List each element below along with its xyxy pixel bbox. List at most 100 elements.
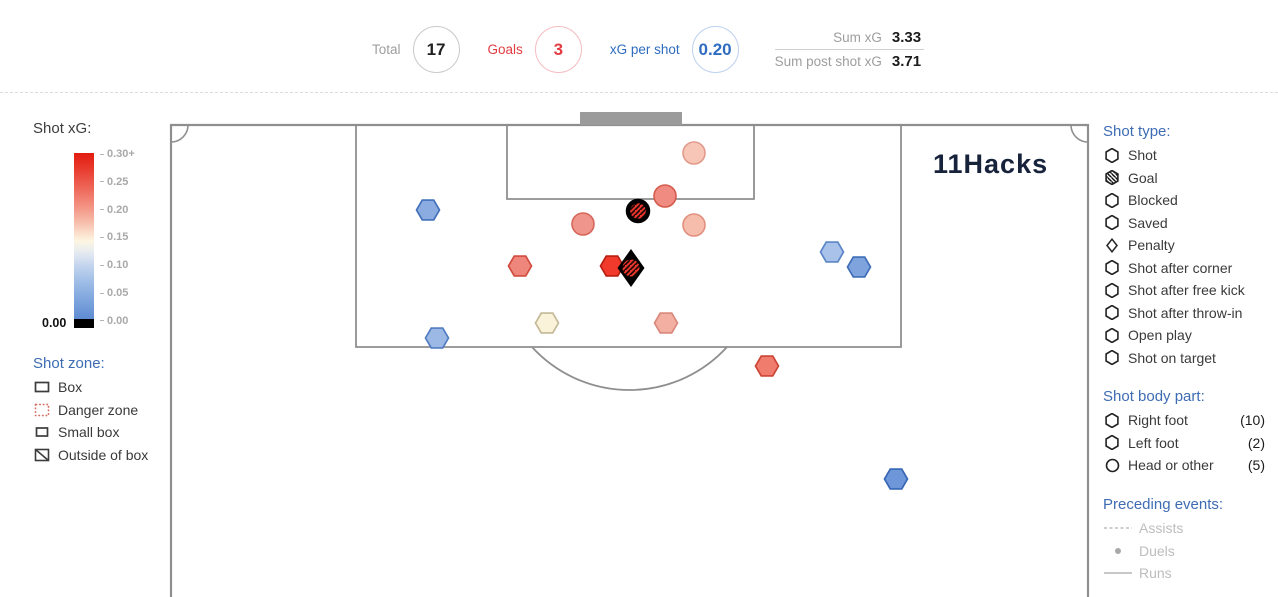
stats-bar: Total 17 Goals 3 xG per shot 0.20 Sum xG… [372, 26, 924, 73]
xg-tick-label: 0.10 [100, 259, 128, 271]
shot-marker[interactable] [653, 184, 677, 208]
legend-item-label: Duels [1139, 542, 1175, 559]
stat-goals-label: Goals [487, 42, 523, 57]
corner-arc-left [170, 124, 189, 143]
solid-line-icon [1103, 570, 1133, 576]
legend-item-label: Shot after free kick [1128, 282, 1245, 299]
pitch-lines [169, 123, 1090, 597]
legend-item-shot-after-free-kick[interactable]: Shot after free kick [1103, 279, 1265, 302]
square-small-icon [33, 425, 51, 439]
legend-item-blocked[interactable]: Blocked [1103, 189, 1265, 212]
circle-icon [1103, 458, 1121, 473]
shot-layer [415, 141, 909, 490]
dashed-line-icon [1103, 525, 1133, 531]
legend-item-outside-of-box[interactable]: Outside of box [33, 444, 173, 467]
square-icon [33, 380, 51, 394]
watermark-logo: 11Hacks [933, 149, 1049, 179]
legend-item-shot-on-target[interactable]: Shot on target [1103, 347, 1265, 370]
legend-item-label: Small box [58, 424, 120, 441]
preceding-events-legend-title: Preceding events: [1103, 496, 1224, 513]
legend-item-danger-zone[interactable]: Danger zone [33, 399, 173, 422]
hexagon-icon [1103, 305, 1121, 321]
hexagon-icon [1103, 412, 1121, 428]
square-dotted-icon [33, 403, 51, 417]
legend-item-left-foot[interactable]: Left foot (2) [1103, 432, 1265, 455]
shot-marker[interactable] [682, 213, 706, 237]
corner-arc-right [1070, 124, 1089, 143]
legend-item-label: Box [58, 379, 83, 396]
legend-item-duels[interactable]: Duels [1103, 540, 1265, 563]
legend-item-label: Shot after corner [1128, 259, 1233, 276]
six-yard-box [506, 125, 755, 200]
shot-marker[interactable] [534, 312, 560, 334]
hexagon-icon [1103, 260, 1121, 276]
legend-item-count: (2) [1247, 434, 1265, 451]
xg-tick-label: 0.05 [100, 287, 128, 299]
legend-item-label: Shot after throw-in [1128, 304, 1243, 321]
legend-item-label: Penalty [1128, 237, 1175, 254]
shot-type-legend-title: Shot type: [1103, 123, 1171, 140]
sum-post-shot-row: Sum post shot xG 3.71 [775, 50, 924, 73]
hexagon-icon [1103, 282, 1121, 298]
preceding-events-legend: Preceding events: Assists Duels Runs [1103, 496, 1265, 585]
legend-item-head-or-other[interactable]: Head or other (5) [1103, 454, 1265, 477]
stat-total: Total 17 [372, 26, 460, 73]
legend-item-small-box[interactable]: Small box [33, 421, 173, 444]
legend-item-label: Open play [1128, 327, 1192, 344]
shot-type-legend: Shot type: Shot Goal Blocked Saved Penalty Sh… [1103, 123, 1265, 369]
stat-goals-value: 3 [534, 26, 582, 73]
shot-marker[interactable] [754, 355, 780, 377]
hexagon-hatched-icon [1103, 170, 1121, 186]
shot-marker[interactable] [415, 199, 441, 221]
legend-item-saved[interactable]: Saved [1103, 212, 1265, 235]
shot-marker[interactable] [883, 468, 909, 490]
shot-marker[interactable] [682, 141, 706, 165]
legend-item-shot[interactable]: Shot [1103, 144, 1265, 167]
shot-marker[interactable] [571, 212, 595, 236]
xg-tick-label: 0.00 [100, 315, 128, 327]
legend-item-label: Outside of box [58, 446, 149, 463]
legend-item-label: Shot on target [1128, 349, 1216, 366]
legend-item-box[interactable]: Box [33, 376, 173, 399]
xg-colorbar [74, 153, 94, 319]
legend-item-assists[interactable]: Assists [1103, 517, 1265, 540]
hexagon-icon [1103, 192, 1121, 208]
hexagon-icon [1103, 350, 1121, 366]
shot-marker[interactable] [846, 256, 872, 278]
shot-zone-legend-title: Shot zone: [33, 355, 105, 372]
penalty-arc [531, 346, 728, 391]
legend-item-label: Goal [1128, 169, 1158, 186]
header-separator [0, 92, 1278, 93]
shot-marker[interactable] [653, 312, 679, 334]
legend-item-shot-after-corner[interactable]: Shot after corner [1103, 257, 1265, 280]
square-diagonal-icon [33, 448, 51, 462]
legend-item-goal[interactable]: Goal [1103, 167, 1265, 190]
stat-total-label: Total [372, 42, 401, 57]
shot-marker[interactable] [507, 255, 533, 277]
sum-xg-value: 3.33 [891, 29, 922, 46]
shot-marker[interactable] [599, 255, 625, 277]
shot-marker-goal[interactable] [617, 249, 645, 287]
legend-item-open-play[interactable]: Open play [1103, 324, 1265, 347]
shot-marker[interactable] [424, 327, 450, 349]
legend-item-shot-after-throw-in[interactable]: Shot after throw-in [1103, 302, 1265, 325]
shot-xg-legend-title: Shot xG: [33, 120, 92, 137]
goal-frame [580, 112, 682, 125]
shot-marker-goal[interactable] [625, 198, 651, 224]
shot-zone-legend: Shot zone: Box Danger zone Small box Outsid… [33, 355, 173, 466]
shot-body-part-legend: Shot body part: Right foot (10) Left foot (… [1103, 388, 1265, 477]
legend-item-label: Assists [1139, 520, 1184, 537]
shot-marker[interactable] [819, 241, 845, 263]
legend-item-penalty[interactable]: Penalty [1103, 234, 1265, 257]
legend-item-count: (10) [1240, 412, 1265, 429]
legend-item-right-foot[interactable]: Right foot (10) [1103, 409, 1265, 432]
hexagon-icon [1103, 215, 1121, 231]
stat-xg-per-shot: xG per shot 0.20 [610, 26, 739, 73]
xg-colorbar-zero-segment [74, 319, 94, 328]
legend-item-runs[interactable]: Runs [1103, 562, 1265, 585]
legend-item-label: Head or other [1128, 457, 1214, 474]
legend-item-label: Left foot [1128, 434, 1179, 451]
diamond-icon [1103, 237, 1121, 253]
